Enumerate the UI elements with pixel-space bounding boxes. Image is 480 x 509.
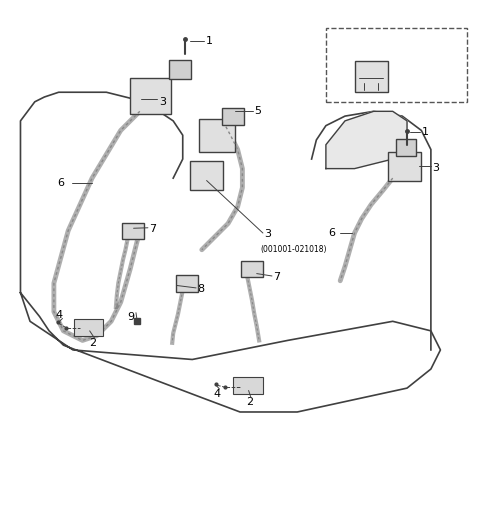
FancyBboxPatch shape [396, 139, 416, 156]
Text: 3: 3 [264, 230, 271, 239]
Text: 3: 3 [159, 97, 166, 107]
FancyBboxPatch shape [222, 107, 244, 125]
Text: 7: 7 [149, 224, 156, 234]
FancyBboxPatch shape [388, 152, 421, 181]
FancyBboxPatch shape [74, 319, 103, 336]
FancyBboxPatch shape [169, 60, 192, 79]
Text: 6: 6 [58, 178, 64, 188]
Text: 7: 7 [274, 272, 280, 282]
FancyBboxPatch shape [199, 120, 235, 152]
Text: (001001-021018): (001001-021018) [260, 245, 326, 254]
Text: 9: 9 [128, 312, 135, 322]
Text: 6: 6 [329, 228, 336, 238]
FancyBboxPatch shape [176, 275, 198, 292]
Text: 2: 2 [246, 398, 253, 407]
Text: 8: 8 [198, 285, 204, 294]
Polygon shape [326, 111, 407, 168]
FancyBboxPatch shape [355, 61, 388, 92]
Text: 5: 5 [254, 106, 261, 117]
FancyBboxPatch shape [233, 377, 264, 394]
Bar [326, 28, 467, 102]
FancyBboxPatch shape [241, 261, 263, 277]
FancyBboxPatch shape [121, 223, 144, 239]
Text: 10: 10 [363, 55, 379, 68]
Text: (021018-): (021018-) [352, 32, 390, 40]
Text: 1: 1 [422, 127, 429, 137]
Text: 2: 2 [89, 338, 96, 348]
FancyBboxPatch shape [190, 161, 223, 190]
Text: 4: 4 [214, 389, 221, 399]
Text: 3: 3 [432, 163, 439, 173]
FancyBboxPatch shape [130, 78, 171, 114]
Text: 4: 4 [55, 309, 62, 320]
Text: 1: 1 [205, 36, 213, 46]
